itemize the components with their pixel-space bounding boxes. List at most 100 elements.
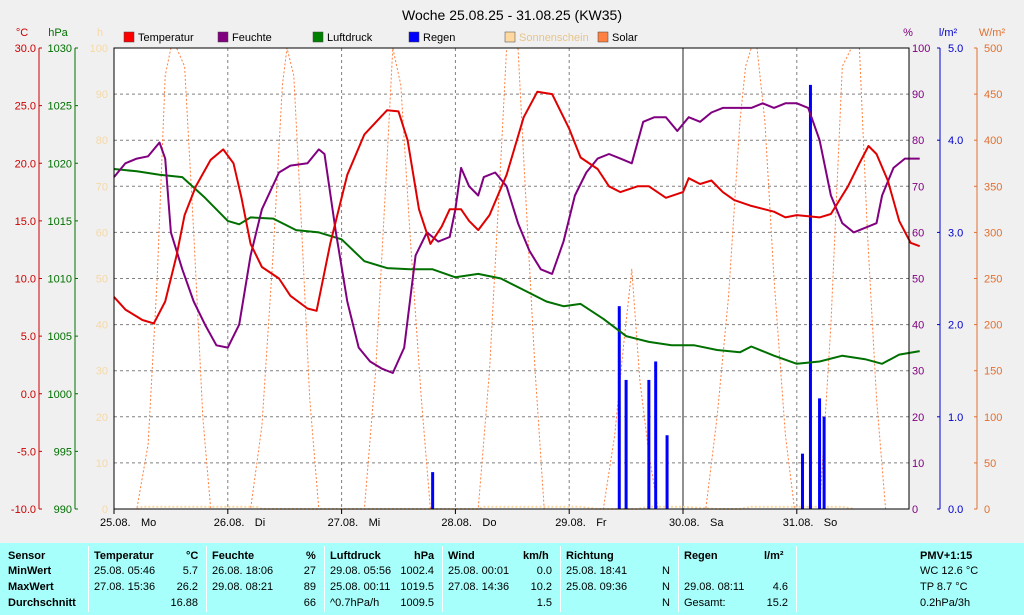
row-label-avg: Durchschnitt xyxy=(8,597,76,609)
axis-tick-label: 150 xyxy=(984,366,1002,378)
legend-swatch xyxy=(217,31,229,43)
axis-tick-label: 200 xyxy=(984,320,1002,332)
max-wind-time: 27.08. 14:36 xyxy=(448,581,510,593)
series-luftdruck xyxy=(113,168,920,365)
legend-label: Regen xyxy=(423,32,455,44)
axis-tick-label: 60 xyxy=(912,227,924,239)
axis-tick-label: 400 xyxy=(984,135,1002,147)
x-tick-weekday: Di xyxy=(255,517,265,529)
axis-tick-label: 450 xyxy=(984,89,1002,101)
x-tick-weekday: So xyxy=(824,517,837,529)
axis-tick-label: 20 xyxy=(96,412,108,424)
regen-bar xyxy=(617,306,621,509)
x-tick-date: 29.08. xyxy=(555,517,586,529)
axis-tick-label: 1015 xyxy=(48,216,72,228)
min-press-time: 29.08. 05:56 xyxy=(330,565,392,577)
axis-tick-label: 300 xyxy=(984,227,1002,239)
pmv-trend: 0.2hPa/3h xyxy=(920,597,971,609)
axis-tick-label: 30 xyxy=(912,366,924,378)
header-hum-unit: % xyxy=(306,550,316,562)
axes: °C 30.0 25.0 20.0 15.0 10.0 5.0 0.0 -5.0 -10.0 hPa… xyxy=(11,27,1006,516)
min-dir-time: 25.08. 18:41 xyxy=(566,565,628,577)
max-wind-value: 10.2 xyxy=(530,581,552,593)
axis-tick-label: 90 xyxy=(912,89,924,101)
min-hum-time: 26.08. 18:06 xyxy=(212,565,274,577)
sonnenschein-line xyxy=(136,505,854,510)
x-tick-weekday: Mo xyxy=(141,517,156,529)
divider xyxy=(88,546,89,612)
axis-tick-label: 25.0 xyxy=(15,101,36,113)
legend-swatch xyxy=(504,31,516,43)
axis-unit-label: % xyxy=(903,27,913,39)
rain-total-label: Gesamt: xyxy=(684,597,726,609)
avg-press-trend: ^0.7hPa/h xyxy=(330,597,380,609)
regen-bar xyxy=(800,453,804,509)
axis-tick-label: 5.0 xyxy=(21,331,36,343)
axis-tick-label: 0 xyxy=(102,504,108,516)
x-tick-date: 31.08. xyxy=(783,517,814,529)
x-tick-weekday: Sa xyxy=(710,517,724,529)
axis-tick-label: 3.0 xyxy=(948,227,963,239)
axis-tick-label: 50 xyxy=(96,274,108,286)
legend-label: Sonnenschein xyxy=(519,32,589,44)
max-rain-time: 29.08. 08:11 xyxy=(684,581,745,593)
axis-tick-label: 50 xyxy=(984,458,996,470)
regen-bar xyxy=(822,416,826,509)
header-temp-unit: °C xyxy=(186,550,199,562)
max-temp-time: 27.08. 15:36 xyxy=(94,581,156,593)
avg-hum-value: 66 xyxy=(303,597,316,609)
header-pmv: PMV+1:15 xyxy=(920,550,973,562)
axis-tick-label: 4.0 xyxy=(948,135,963,147)
min-temp-value: 5.7 xyxy=(182,565,198,577)
header-temperatur: Temperatur xyxy=(94,550,154,562)
header-rain-unit: l/m² xyxy=(764,550,784,562)
axis-tick-label: 0.0 xyxy=(21,389,36,401)
min-wind-time: 25.08. 00:01 xyxy=(448,565,510,577)
axis-tick-label: 10 xyxy=(96,458,108,470)
row-label-min: MinWert xyxy=(8,565,52,577)
feuchte-line xyxy=(113,102,920,374)
divider xyxy=(796,546,797,612)
axis-tick-label: 500 xyxy=(984,43,1002,55)
axis-unit-label: hPa xyxy=(48,27,68,39)
legend-label: Temperatur xyxy=(138,32,194,44)
row-label-max: MaxWert xyxy=(8,581,54,593)
axis-tick-label: 60 xyxy=(96,227,108,239)
axis-tick-label: 20.0 xyxy=(15,158,36,170)
temperatur-line xyxy=(113,90,921,325)
x-tick-date: 25.08. xyxy=(100,517,131,529)
min-temp-time: 25.08. 05:46 xyxy=(94,565,156,577)
axis-tick-label: 995 xyxy=(54,446,72,458)
divider xyxy=(324,546,325,612)
axis-tick-label: 50 xyxy=(912,274,924,286)
header-sensor: Sensor xyxy=(8,550,46,562)
axis-tick-label: 30 xyxy=(96,366,108,378)
x-tick-date: 27.08. xyxy=(328,517,359,529)
axis-tick-label: 80 xyxy=(912,135,924,147)
legend-label: Feuchte xyxy=(232,32,272,44)
x-tick-weekday: Mi xyxy=(369,517,381,529)
divider xyxy=(560,546,561,612)
x-tick-date: 26.08. xyxy=(214,517,245,529)
axis-tick-label: 990 xyxy=(54,504,72,516)
series-regen xyxy=(431,84,826,509)
axis-tick-label: 80 xyxy=(96,135,108,147)
legend-label: Luftdruck xyxy=(327,32,373,44)
axis-tick-label: 1000 xyxy=(48,389,72,401)
header-regen: Regen xyxy=(684,550,718,562)
min-wind-value: 0.0 xyxy=(536,565,552,577)
x-tick-weekday: Do xyxy=(482,517,496,529)
axis-tick-label: -5.0 xyxy=(17,446,36,458)
axis-tick-label: 40 xyxy=(96,320,108,332)
axis-tick-label: 30.0 xyxy=(15,43,36,55)
avg-temp-value: 16.88 xyxy=(170,597,198,609)
max-dir-value: N xyxy=(662,581,670,593)
x-tick-date: 28.08. xyxy=(441,517,472,529)
regen-bar xyxy=(818,398,822,509)
max-dir-time: 25.08. 09:36 xyxy=(566,581,628,593)
max-temp-value: 26.2 xyxy=(176,581,198,593)
legend: Temperatur Feuchte Luftdruck Regen Sonnensch… xyxy=(123,31,638,44)
header-luftdruck: Luftdruck xyxy=(330,550,381,562)
weather-chart: Woche 25.08.25 - 31.08.25 (KW35) °C 30.0 2… xyxy=(10,7,1006,529)
axis-tick-label: 250 xyxy=(984,274,1002,286)
